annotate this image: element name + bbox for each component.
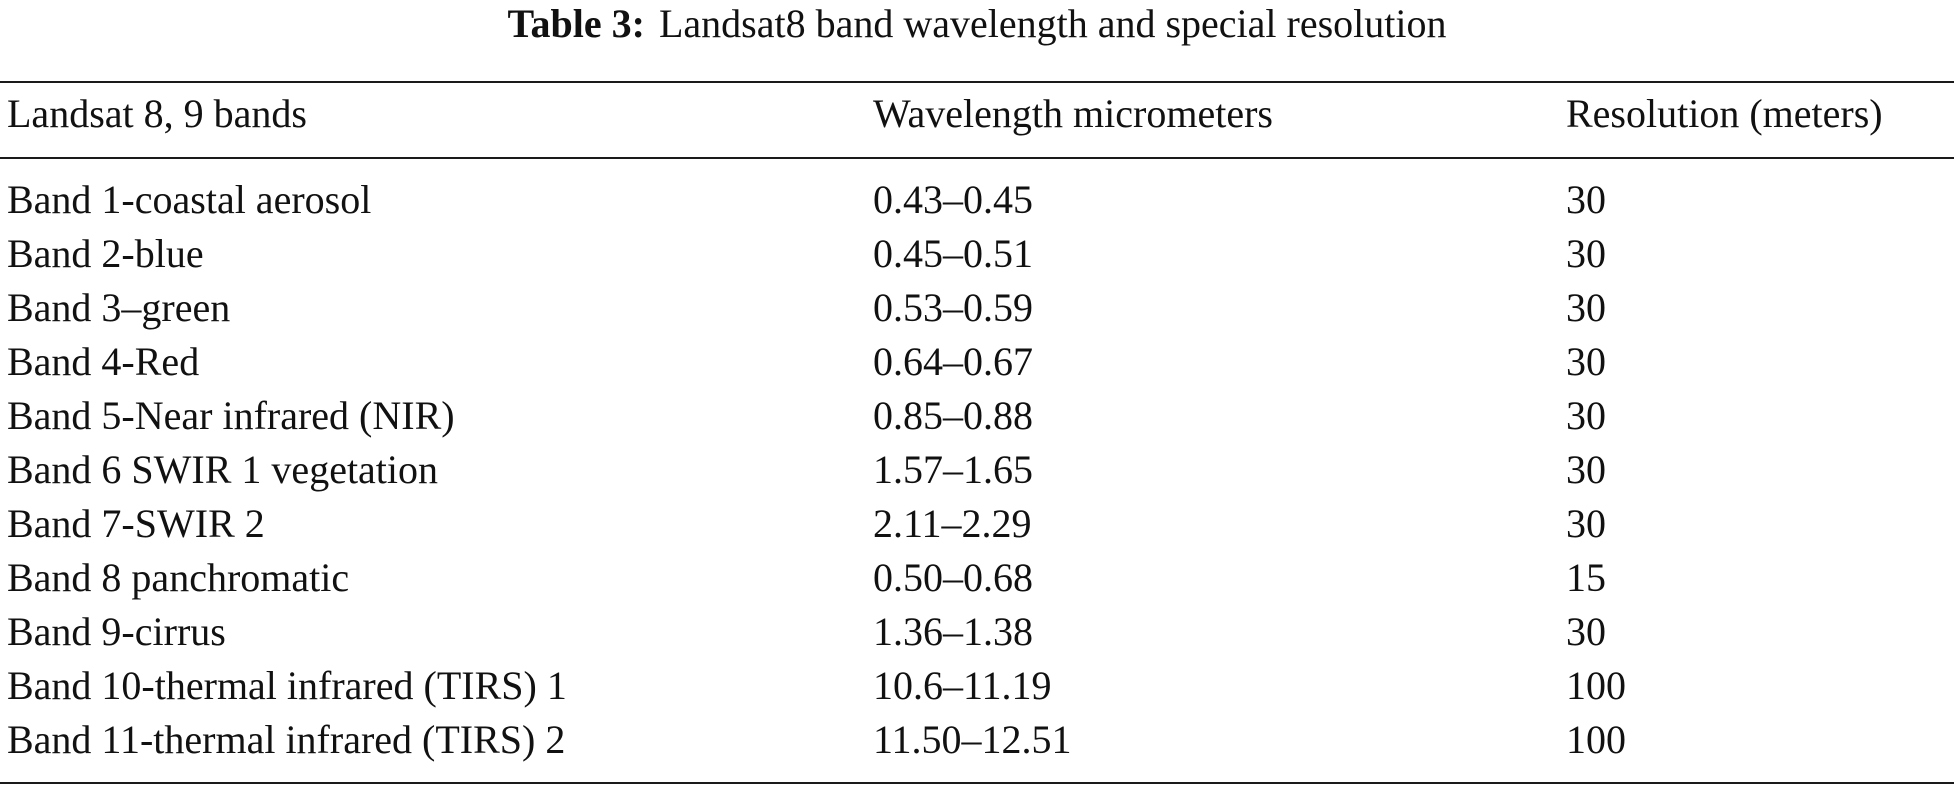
- table-row: Band 11-thermal infrared (TIRS) 2 11.50–…: [0, 713, 1954, 767]
- band-cell: Band 6 SWIR 1 vegetation: [7, 447, 439, 492]
- band-cell: Band 5-Near infrared (NIR): [7, 393, 455, 438]
- resolution-cell: 30: [1566, 285, 1606, 330]
- table-header-row: Landsat 8, 9 bands Wavelength micrometer…: [0, 87, 1954, 141]
- resolution-cell: 30: [1566, 393, 1606, 438]
- band-cell: Band 9-cirrus: [7, 609, 226, 654]
- table-row: Band 7-SWIR 2 2.11–2.29 30: [0, 497, 1954, 551]
- wavelength-cell: 0.85–0.88: [873, 393, 1033, 438]
- resolution-cell: 100: [1566, 663, 1626, 708]
- table-bottom-rule: [0, 782, 1954, 784]
- table-row: Band 6 SWIR 1 vegetation 1.57–1.65 30: [0, 443, 1954, 497]
- band-cell: Band 1-coastal aerosol: [7, 177, 372, 222]
- band-cell: Band 4-Red: [7, 339, 200, 384]
- table-row: Band 2-blue 0.45–0.51 30: [0, 227, 1954, 281]
- header-resolution: Resolution (meters): [1566, 91, 1883, 136]
- resolution-cell: 100: [1566, 717, 1626, 762]
- table-row: Band 5-Near infrared (NIR) 0.85–0.88 30: [0, 389, 1954, 443]
- band-cell: Band 10-thermal infrared (TIRS) 1: [7, 663, 567, 708]
- header-wavelength: Wavelength micrometers: [873, 91, 1273, 136]
- table-top-rule: [0, 81, 1954, 83]
- resolution-cell: 30: [1566, 447, 1606, 492]
- table-row: Band 1-coastal aerosol 0.43–0.45 30: [0, 173, 1954, 227]
- wavelength-cell: 0.50–0.68: [873, 555, 1033, 600]
- table-row: Band 8 panchromatic 0.50–0.68 15: [0, 551, 1954, 605]
- table-caption: Table 3: Landsat8 band wavelength and spe…: [0, 2, 1954, 46]
- table-row: Band 10-thermal infrared (TIRS) 1 10.6–1…: [0, 659, 1954, 713]
- wavelength-cell: 11.50–12.51: [873, 717, 1072, 762]
- wavelength-cell: 2.11–2.29: [873, 501, 1032, 546]
- resolution-cell: 30: [1566, 501, 1606, 546]
- header-bands: Landsat 8, 9 bands: [7, 91, 307, 136]
- band-cell: Band 11-thermal infrared (TIRS) 2: [7, 717, 566, 762]
- band-cell: Band 7-SWIR 2: [7, 501, 265, 546]
- resolution-cell: 30: [1566, 231, 1606, 276]
- band-cell: Band 2-blue: [7, 231, 204, 276]
- resolution-cell: 30: [1566, 609, 1606, 654]
- table-row: Band 9-cirrus 1.36–1.38 30: [0, 605, 1954, 659]
- resolution-cell: 30: [1566, 177, 1606, 222]
- table-caption-text: Landsat8 band wavelength and special res…: [658, 1, 1447, 46]
- resolution-cell: 30: [1566, 339, 1606, 384]
- wavelength-cell: 10.6–11.19: [873, 663, 1052, 708]
- table-header-rule: [0, 157, 1954, 159]
- table-row: Band 3–green 0.53–0.59 30: [0, 281, 1954, 335]
- band-cell: Band 3–green: [7, 285, 231, 330]
- wavelength-cell: 0.64–0.67: [873, 339, 1033, 384]
- wavelength-cell: 1.57–1.65: [873, 447, 1033, 492]
- table-caption-label: Table 3:: [507, 1, 645, 46]
- resolution-cell: 15: [1566, 555, 1606, 600]
- table-row: Band 4-Red 0.64–0.67 30: [0, 335, 1954, 389]
- band-cell: Band 8 panchromatic: [7, 555, 350, 600]
- wavelength-cell: 0.43–0.45: [873, 177, 1033, 222]
- wavelength-cell: 0.45–0.51: [873, 231, 1033, 276]
- wavelength-cell: 1.36–1.38: [873, 609, 1033, 654]
- wavelength-cell: 0.53–0.59: [873, 285, 1033, 330]
